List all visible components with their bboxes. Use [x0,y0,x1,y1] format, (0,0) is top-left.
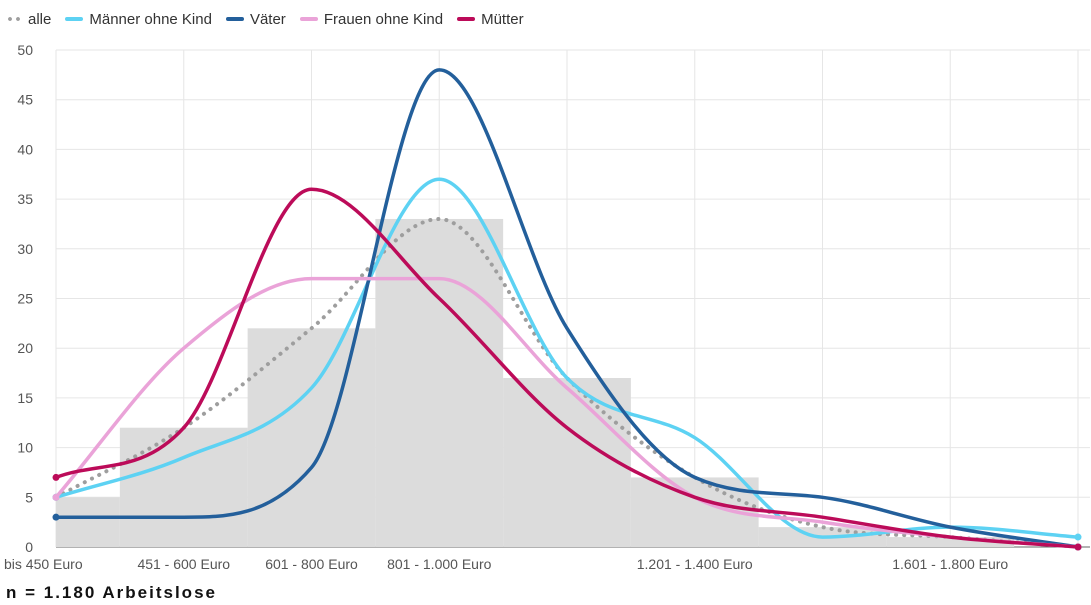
x-tick-label: 1.201 - 1.400 Euro [637,556,753,572]
y-tick-label: 50 [17,42,33,58]
series-line-frauen-ohne-kind [54,276,1080,549]
series-point-muetter [52,473,60,481]
histogram-bar [247,328,376,547]
y-tick-label: 25 [17,291,33,307]
histogram-bar [503,378,631,547]
legend-swatch [299,17,318,21]
legend-label: Väter [249,10,286,28]
legend: alle Männer ohne Kind Väter Frauen ohne Kin… [6,6,524,32]
series-point-frauen-ohne-kind [52,493,60,501]
legend-label: Mütter [481,10,524,28]
y-tick-label: 35 [17,191,33,207]
y-tick-label: 10 [17,440,33,456]
legend-item-vaeter[interactable]: Väter [225,10,286,28]
series-line-muetter [54,187,1080,549]
y-tick-label: 15 [17,390,33,406]
histogram-bar [375,218,504,548]
histogram-bar [119,427,248,547]
y-tick-label: 20 [17,340,33,356]
y-tick-label: 40 [17,141,33,157]
legend-swatch [457,17,476,21]
series-point-muetter [1074,543,1082,551]
x-tick-label: bis 450 Euro [4,556,83,572]
legend-label: Frauen ohne Kind [323,10,444,28]
legend-swatch [225,17,244,21]
legend-swatch [65,17,84,21]
y-tick-label: 5 [25,489,33,505]
series-point-vaeter [52,513,60,521]
legend-item-frauen-ohne-kind[interactable]: Frauen ohne Kind [299,10,444,28]
y-tick-label: 30 [17,241,33,257]
x-tick-label: 601 - 800 Euro [265,556,358,572]
legend-item-alle[interactable]: alle [6,11,51,28]
x-tick-label: 1.601 - 1.800 Euro [892,556,1008,572]
legend-item-muetter[interactable]: Mütter [457,11,524,28]
sample-size-note: n = 1.180 Arbeitslose [6,583,217,602]
series-line-vaeter [54,68,1080,549]
x-tick-label: 451 - 600 Euro [137,556,230,572]
x-tick-label: 801 - 1.000 Euro [387,556,492,572]
legend-item-maenner-ohne-kind[interactable]: Männer ohne Kind [65,11,212,28]
y-tick-label: 0 [25,539,33,555]
legend-label: Männer ohne Kind [89,10,212,28]
histogram-bar [886,537,1015,547]
series-point-maenner-ohne-kind [1074,533,1082,541]
histogram-bar [56,497,120,547]
legend-label: alle [28,10,52,28]
y-tick-label: 45 [17,92,33,108]
legend-swatch [6,17,22,21]
